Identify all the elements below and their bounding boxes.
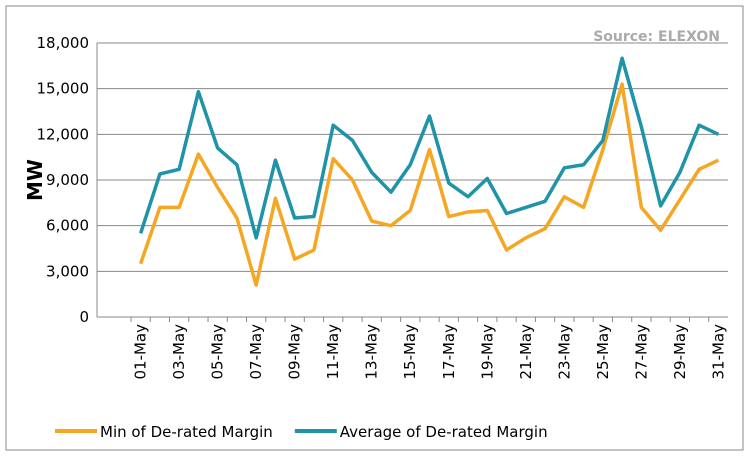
x-tick-label: 01-May: [132, 324, 150, 380]
x-tick-label: 07-May: [247, 324, 265, 380]
y-tick-label: 12,000: [37, 125, 90, 143]
x-tick-label: 03-May: [170, 324, 188, 380]
x-tick-label: 15-May: [401, 324, 419, 380]
chart-border: [5, 5, 744, 451]
series-line: [138, 82, 720, 287]
x-tick-label: 17-May: [440, 324, 458, 380]
y-tick-label: 18,000: [37, 34, 90, 52]
x-tick-label: 25-May: [594, 324, 612, 380]
x-tick-label: 31-May: [709, 324, 727, 380]
legend-label: Min of De-rated Margin: [100, 423, 273, 441]
x-tick-label: 05-May: [209, 324, 227, 380]
y-tick-label: 15,000: [37, 80, 90, 98]
x-tick-label: 23-May: [555, 324, 573, 380]
x-tick-label: 11-May: [324, 324, 342, 380]
y-tick-label: 3,000: [46, 262, 89, 280]
x-tick-label: 27-May: [632, 324, 650, 380]
y-tick-label: 9,000: [46, 171, 89, 189]
y-tick-label: 0: [79, 308, 89, 326]
source-note: Source: ELEXON: [593, 29, 720, 45]
y-axis-label: MW: [23, 159, 47, 201]
x-tick-label: 19-May: [478, 324, 496, 380]
y-tick-label: 6,000: [46, 217, 89, 235]
x-tick-label: 21-May: [517, 324, 535, 380]
x-tick-label: 29-May: [671, 324, 689, 380]
series-line: [138, 56, 720, 240]
x-tick-label: 13-May: [363, 324, 381, 380]
x-tick-label: 09-May: [286, 324, 304, 380]
legend-label: Average of De-rated Margin: [340, 423, 548, 441]
